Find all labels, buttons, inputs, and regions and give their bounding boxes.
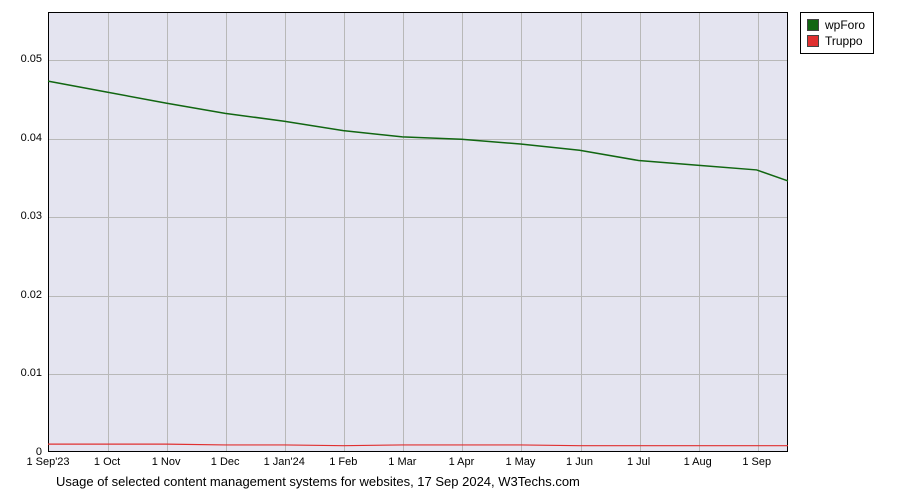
series-line [48,81,788,181]
chart-container: wpForoTruppo Usage of selected content m… [0,0,900,500]
series-layer [0,0,900,500]
series-line [48,444,788,446]
